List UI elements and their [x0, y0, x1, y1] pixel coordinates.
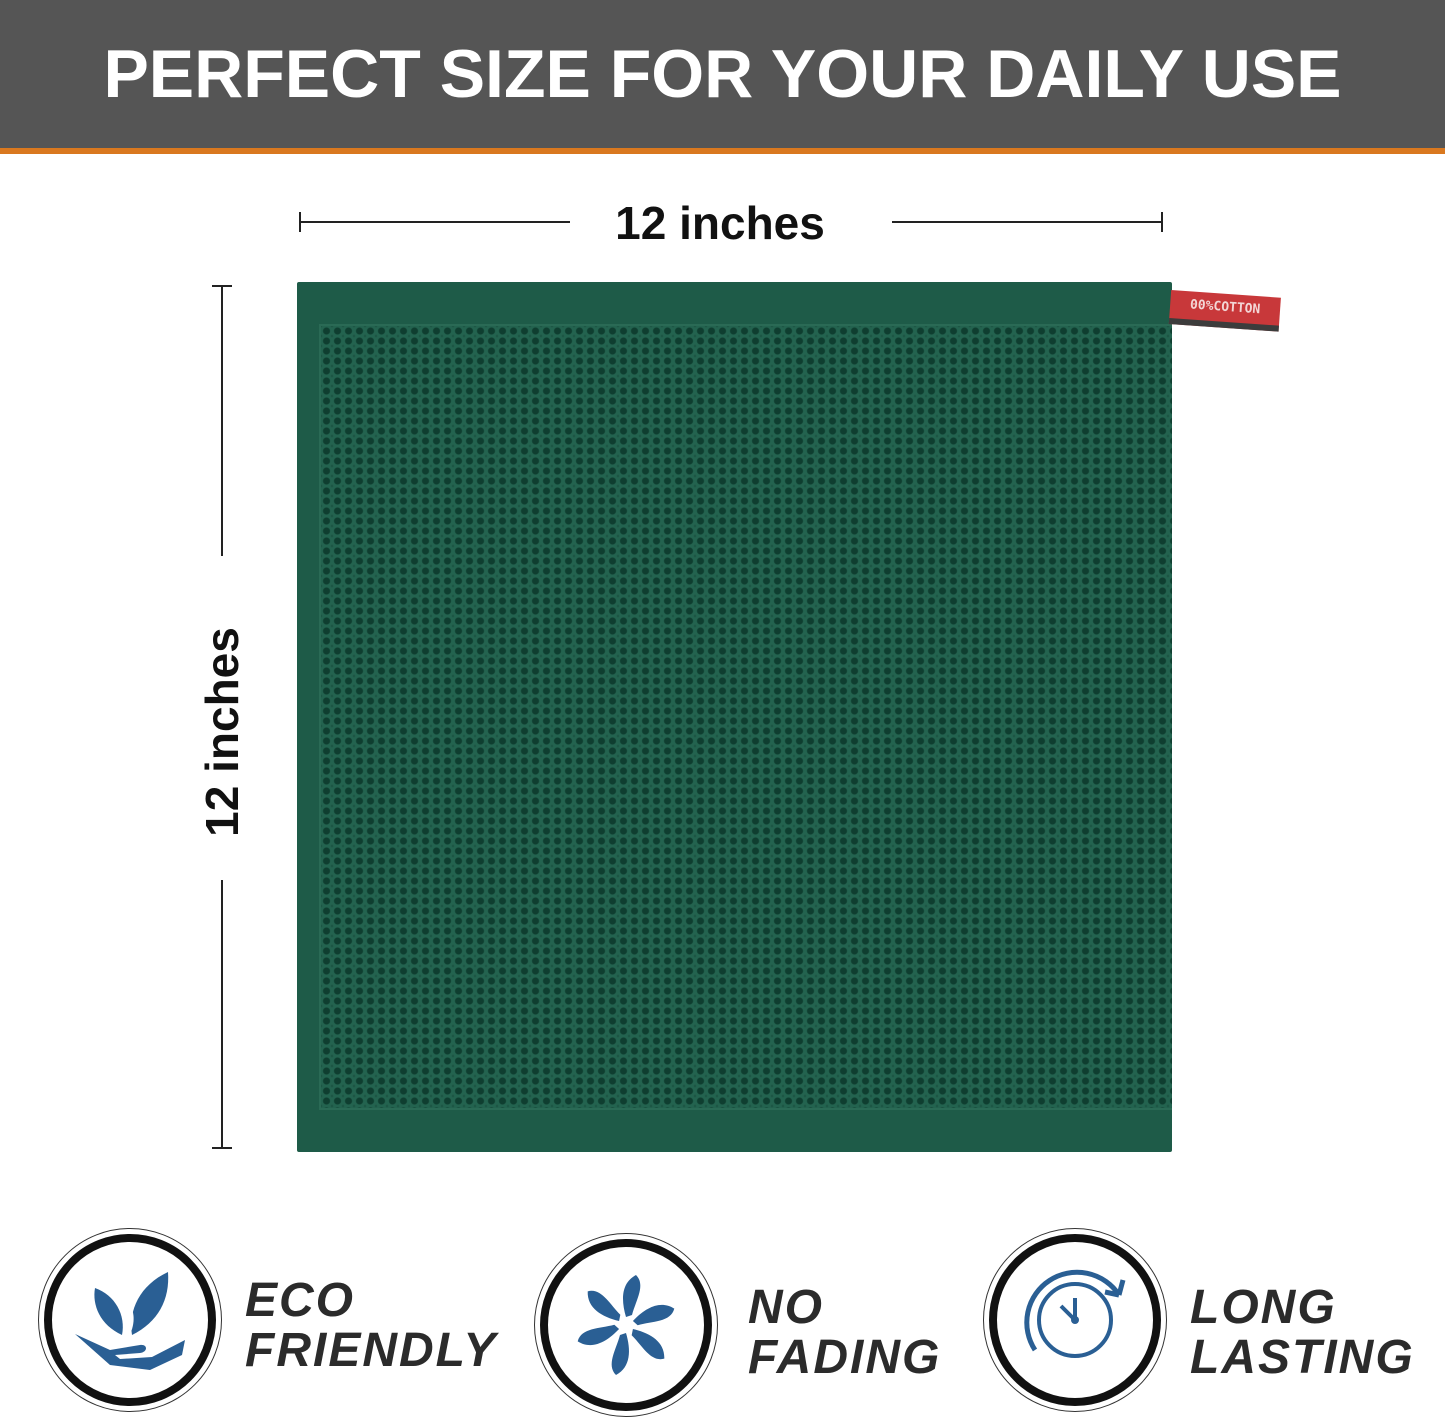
long-lasting-badge — [983, 1228, 1167, 1412]
width-label: 12 inches — [615, 197, 825, 249]
pinwheel-icon — [575, 1275, 677, 1375]
cotton-tag: 00%COTTON — [1168, 290, 1281, 332]
page-title: PERFECT SIZE FOR YOUR DAILY USE — [103, 36, 1342, 112]
width-tick-right — [1161, 212, 1163, 232]
height-dimension-line-bottom — [221, 880, 223, 1148]
width-tick-left — [299, 212, 301, 232]
no-fading-badge — [534, 1233, 718, 1417]
feature-eco-friendly-text: ECO FRIENDLY — [245, 1274, 498, 1377]
towel-image — [297, 282, 1172, 1152]
clock-icon — [1024, 1269, 1126, 1358]
width-dimension-line-left — [299, 221, 570, 223]
header-banner: PERFECT SIZE FOR YOUR DAILY USE — [0, 0, 1445, 148]
accent-line — [0, 148, 1445, 154]
feature-long-lasting-text: LONG LASTING — [1190, 1281, 1415, 1384]
eco-friendly-badge — [38, 1228, 222, 1412]
height-tick-bottom — [212, 1147, 232, 1149]
width-dimension-line-right — [892, 221, 1163, 223]
height-dimension-line-top — [221, 286, 223, 556]
height-tick-top — [212, 285, 232, 287]
height-label: 12 inches — [196, 627, 248, 837]
feature-no-fading-text: NO FADING — [748, 1281, 942, 1384]
leaf-hand-icon — [75, 1272, 185, 1370]
mesh-texture — [319, 324, 1172, 1110]
